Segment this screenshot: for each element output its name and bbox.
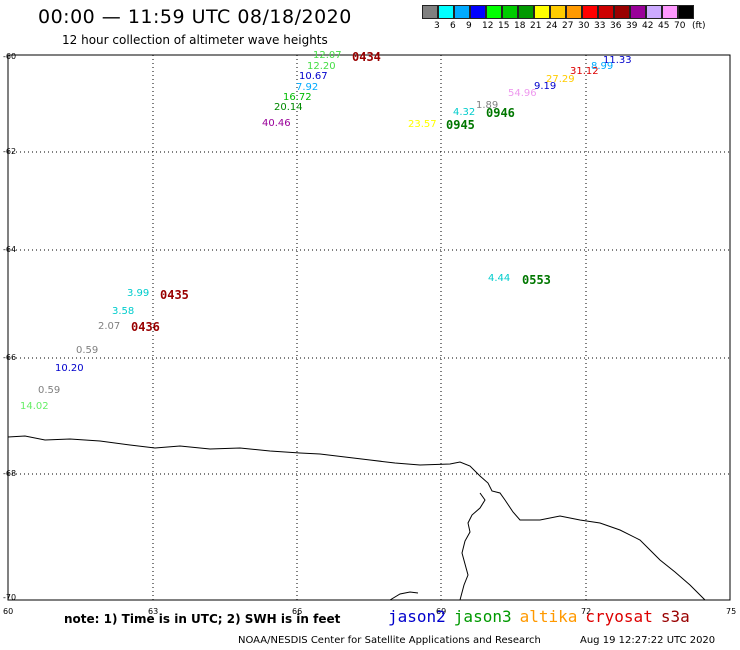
swh-value: 0.59	[76, 345, 99, 356]
legend-label: 70	[674, 21, 686, 31]
map-subtitle: 12 hour collection of altimeter wave hei…	[62, 33, 328, 47]
legend-label: 15	[498, 21, 510, 31]
swh-value: 27.29	[546, 74, 575, 85]
swh-value: 20.14	[274, 102, 303, 113]
swh-value: 12.20	[307, 61, 336, 72]
satellite-jason3: jason3	[453, 607, 512, 626]
legend-swatch	[438, 5, 454, 19]
legend-label: 33	[594, 21, 606, 31]
legend-label: 3	[434, 21, 440, 31]
swh-value: 40.46	[262, 118, 291, 129]
graticule	[8, 55, 730, 600]
coast-segment	[389, 591, 419, 601]
legend-swatch	[646, 5, 662, 19]
legend-swatch	[662, 5, 678, 19]
legend-swatch	[678, 5, 694, 19]
legend-swatch	[518, 5, 534, 19]
legend-swatch	[614, 5, 630, 19]
legend-swatch	[454, 5, 470, 19]
legend-label: 9	[466, 21, 472, 31]
swh-value: 9.19	[534, 81, 557, 92]
credit-line: NOAA/NESDIS Center for Satellite Applica…	[238, 635, 541, 646]
x-tick-label: 63	[148, 607, 159, 616]
swh-value: 14.02	[20, 401, 49, 412]
y-tick-label: -68	[3, 469, 17, 478]
legend-label: 24	[546, 21, 558, 31]
units-note: note: 1) Time is in UTC; 2) SWH is in fe…	[64, 612, 341, 626]
x-tick-label: 66	[292, 607, 303, 616]
x-tick-label: 60	[3, 607, 14, 616]
legend-label: 12	[482, 21, 494, 31]
antarctic-coastline	[7, 435, 706, 601]
legend-unit: (ft)	[692, 21, 706, 31]
map-border	[7, 54, 731, 601]
satellite-legend: jason2 jason3 altika cryosat s3a	[388, 607, 698, 626]
swh-value: 12.07	[313, 50, 342, 61]
swh-value: 11.33	[603, 55, 632, 66]
swh-value: 54.96	[508, 88, 537, 99]
generated-timestamp: Aug 19 12:27:22 UTC 2020	[580, 635, 716, 646]
swh-value: 3.99	[127, 288, 150, 299]
legend-swatch	[630, 5, 646, 19]
wave-height-legend	[422, 5, 694, 19]
x-tick-label: 75	[726, 607, 737, 616]
y-tick-label: -62	[3, 147, 17, 156]
y-tick-label: -66	[3, 353, 17, 362]
swh-value: 10.67	[299, 71, 328, 82]
swh-value: 23.57	[408, 119, 437, 130]
swh-value: 10.20	[55, 363, 84, 374]
swh-value: 1.89	[476, 100, 499, 111]
legend-swatch	[502, 5, 518, 19]
pass-time-label: 0435	[160, 288, 189, 302]
legend-swatch	[598, 5, 614, 19]
swh-value: 4.32	[453, 107, 476, 118]
pass-time-label: 0553	[522, 273, 551, 287]
swh-value: 16.72	[283, 92, 312, 103]
y-tick-label: -64	[3, 245, 17, 254]
swh-value: 3.58	[112, 306, 135, 317]
legend-label: 27	[562, 21, 574, 31]
legend-swatch	[566, 5, 582, 19]
pass-time-label: 0434	[352, 50, 381, 64]
legend-swatch	[582, 5, 598, 19]
legend-swatch	[550, 5, 566, 19]
legend-label: 6	[450, 21, 456, 31]
legend-label: 45	[658, 21, 670, 31]
legend-label: 30	[578, 21, 590, 31]
legend-label: 18	[514, 21, 526, 31]
legend-swatch	[470, 5, 486, 19]
swh-value: 0.59	[38, 385, 61, 396]
swh-value: 2.07	[98, 321, 121, 332]
swh-value: 8.99	[591, 61, 614, 72]
satellite-s3a: s3a	[660, 607, 690, 626]
legend-label: 39	[626, 21, 638, 31]
amery-ice-shelf-edge	[459, 492, 486, 601]
y-tick-label: -70	[3, 593, 17, 602]
satellite-cryosat: cryosat	[585, 607, 653, 626]
map-title: 00:00 — 11:59 UTC 08/18/2020	[38, 6, 352, 28]
pass-time-label: 0946	[486, 106, 515, 120]
legend-label: 42	[642, 21, 654, 31]
satellite-jason2: jason2	[388, 607, 446, 626]
legend-swatch	[534, 5, 550, 19]
pass-time-label: 0436	[131, 320, 160, 334]
y-tick-label: -60	[3, 52, 17, 61]
legend-labels: 3 6 9 12 15 18 21 24 27 30 33 36 39 42 45 70 (ft)	[422, 21, 740, 33]
legend-label: 21	[530, 21, 542, 31]
legend-swatch	[486, 5, 502, 19]
x-tick-label: 69	[436, 607, 447, 616]
x-tick-label: 72	[581, 607, 592, 616]
swh-value: 7.92	[296, 82, 319, 93]
swh-value: 4.44	[488, 273, 511, 284]
legend-swatch	[422, 5, 438, 19]
legend-label: 36	[610, 21, 622, 31]
pass-time-label: 0945	[446, 118, 475, 132]
satellite-altika: altika	[519, 607, 578, 626]
swh-value: 31.12	[570, 66, 599, 77]
